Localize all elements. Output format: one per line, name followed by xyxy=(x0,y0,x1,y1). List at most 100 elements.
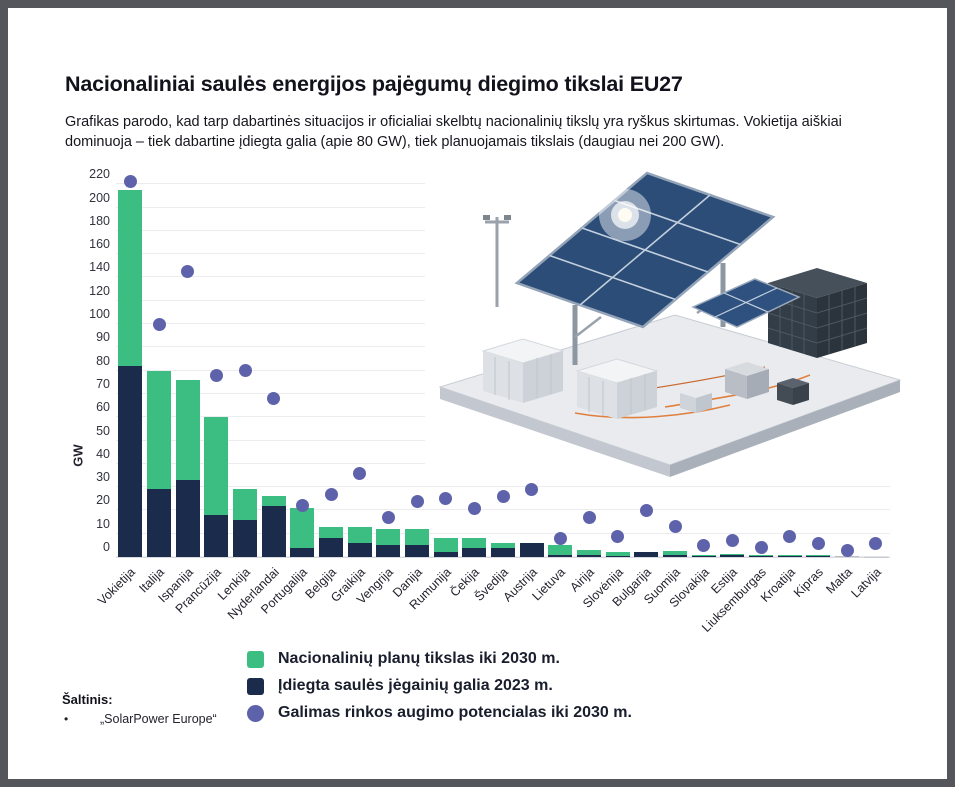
dot-potential-Latvija xyxy=(869,536,883,550)
bar-target-Italija xyxy=(147,370,171,490)
dot-potential-Lietuva xyxy=(553,531,567,545)
bar-installed-Belgija xyxy=(319,538,343,557)
solar-panel-small xyxy=(691,278,801,328)
gridline xyxy=(116,532,890,534)
y-tick-label: 160 xyxy=(89,237,110,252)
y-tick-label: 30 xyxy=(96,470,110,485)
dot-potential-Kroatija xyxy=(783,529,797,543)
bar-target-Slovėnija xyxy=(605,552,630,556)
bar-installed-Nyderlandai xyxy=(261,505,286,557)
equipment-boxes xyxy=(680,362,809,413)
bar-target-Nyderlandai xyxy=(261,496,286,506)
bar-installed-Estija xyxy=(720,554,745,557)
source-text: „SolarPower Europe“ xyxy=(100,712,217,726)
bar-target-Graikija xyxy=(347,526,372,544)
dot-potential-Prancūzija xyxy=(209,368,223,382)
legend-square-swatch xyxy=(247,677,264,695)
dot-potential-Čekija xyxy=(467,501,481,515)
y-tick-label: 50 xyxy=(96,423,110,438)
y-tick-label: 60 xyxy=(96,400,110,415)
dot-potential-Graikija xyxy=(353,466,367,480)
bar-installed-Danija xyxy=(405,545,429,557)
dot-potential-Švedija xyxy=(496,489,510,503)
bar-target-Lenkija xyxy=(233,489,257,520)
dot-potential-Lenkija xyxy=(238,364,252,378)
bar-target-Prancūzija xyxy=(204,417,229,516)
bar-installed-Slovakija xyxy=(691,555,716,557)
bar-installed-Ispanija xyxy=(175,480,200,557)
dot-potential-Danija xyxy=(410,494,424,508)
dot-potential-Portugalija xyxy=(295,499,309,513)
bar-installed-Suomija xyxy=(663,554,687,557)
bar-installed-Malta xyxy=(835,556,859,557)
bar-installed-Švedija xyxy=(491,547,515,557)
dot-potential-Ispanija xyxy=(181,265,195,279)
bar-target-Čekija xyxy=(462,538,487,548)
bar-installed-Kipras xyxy=(806,555,831,557)
bar-target-Kroatija xyxy=(777,554,802,556)
dot-potential-Estija xyxy=(725,534,739,548)
source-heading: Šaltinis: xyxy=(62,692,113,707)
bar-installed-Vengrija xyxy=(376,545,401,557)
dot-potential-Vokietija xyxy=(123,175,137,189)
dot-potential-Rumunija xyxy=(439,492,453,506)
source-item: • „SolarPower Europe“ xyxy=(64,712,217,726)
bar-target-Estija xyxy=(720,553,745,555)
y-tick-label: 40 xyxy=(96,446,110,461)
bar-target-Suomija xyxy=(663,551,687,555)
dot-potential-Italija xyxy=(152,317,166,331)
bar-target-Kipras xyxy=(806,554,831,556)
bar-installed-Liuksemburgas xyxy=(749,555,773,557)
platform-side-right xyxy=(670,380,900,477)
legend-circle-swatch xyxy=(247,704,264,722)
y-tick-label: 70 xyxy=(96,376,110,391)
dot-potential-Kipras xyxy=(811,536,825,550)
page-subtitle[interactable]: Grafikas parodo, kad tarp dabartinės sit… xyxy=(65,113,842,151)
dot-potential-Slovėnija xyxy=(611,529,625,543)
gridline xyxy=(116,509,890,511)
bar-installed-Italija xyxy=(147,489,171,557)
legend-row: Galimas rinkos augimo potencialas iki 20… xyxy=(247,704,632,722)
y-tick-label: 20 xyxy=(96,493,110,508)
bar-target-Švedija xyxy=(491,543,515,548)
chart-legend: Nacionalinių planų tikslas iki 2030 m. Įd… xyxy=(247,650,632,731)
bar-installed-Airija xyxy=(577,554,601,557)
bar-target-Slovakija xyxy=(691,554,716,556)
bar-target-Rumunija xyxy=(433,538,458,553)
y-axis: 0 10 20 30 40 50 60 70 80 90 100 120 140 160 180 200 220 xyxy=(58,167,110,557)
bar-installed-Bulgarija xyxy=(634,552,659,557)
legend-label: Nacionalinių planų tikslas iki 2030 m. xyxy=(278,650,560,667)
dot-potential-Belgija xyxy=(324,487,338,501)
dark-cube-building xyxy=(767,268,868,358)
bar-installed-Slovėnija xyxy=(605,555,630,557)
legend-row: Nacionalinių planų tikslas iki 2030 m. xyxy=(247,650,632,668)
legend-square-swatch xyxy=(247,650,264,668)
bar-installed-Rumunija xyxy=(433,552,458,557)
legend-label: Įdiegta saulės jėgainių galia 2023 m. xyxy=(278,677,553,694)
y-tick-label: 200 xyxy=(89,190,110,205)
bar-target-Lietuva xyxy=(548,545,573,555)
bar-target-Vokietija xyxy=(118,190,143,366)
bar-target-Vengrija xyxy=(376,529,401,546)
y-tick-label: 140 xyxy=(89,260,110,275)
page-title[interactable]: Nacionaliniai saulės energijos pajėgumų … xyxy=(65,72,683,97)
y-tick-label: 90 xyxy=(96,330,110,345)
y-tick-label: 10 xyxy=(96,516,110,531)
solar-plant-illustration xyxy=(425,155,910,483)
bar-installed-Vokietija xyxy=(118,365,143,557)
bar-target-Airija xyxy=(577,550,601,555)
bullet-icon: • xyxy=(64,712,69,726)
bar-target-Danija xyxy=(405,529,429,546)
solar-array xyxy=(514,171,776,329)
dot-potential-Austrija xyxy=(525,482,539,496)
y-tick-label: 120 xyxy=(89,283,110,298)
y-tick-label: 80 xyxy=(96,353,110,368)
dot-potential-Vengrija xyxy=(381,510,395,524)
legend-label: Galimas rinkos augimo potencialas iki 20… xyxy=(278,704,632,721)
bar-target-Liuksemburgas xyxy=(749,554,773,556)
dot-potential-Airija xyxy=(582,510,596,524)
container-2 xyxy=(575,358,659,419)
platform-side-left xyxy=(440,387,670,477)
dot-potential-Nyderlandai xyxy=(267,392,281,406)
